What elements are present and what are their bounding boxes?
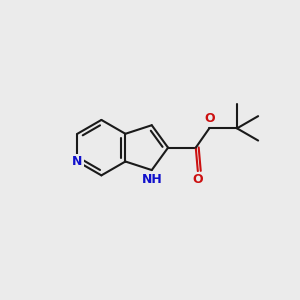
Text: O: O	[204, 112, 214, 125]
Text: NH: NH	[141, 173, 162, 186]
Text: O: O	[193, 173, 203, 186]
Text: N: N	[72, 155, 82, 168]
